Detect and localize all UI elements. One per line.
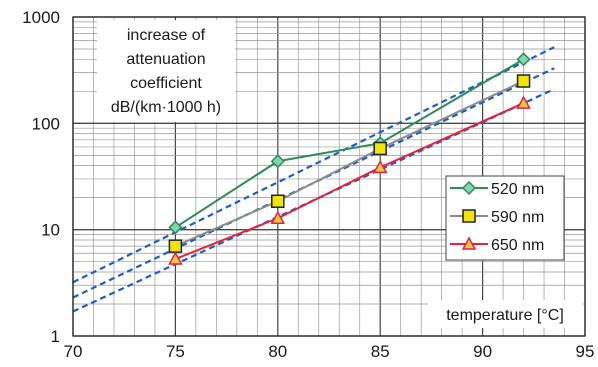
plot-frame bbox=[72, 16, 586, 337]
series-line bbox=[175, 102, 524, 260]
fit-line bbox=[72, 67, 555, 299]
x-tick-label: 95 bbox=[576, 342, 595, 361]
annotation-line: coefficient bbox=[130, 75, 202, 92]
y-tick-label: 1 bbox=[51, 327, 60, 346]
data-point bbox=[270, 210, 286, 225]
x-tick-label: 85 bbox=[371, 342, 390, 361]
legend-label: 650 nm bbox=[491, 237, 544, 254]
tick-labels: 70 75 80 85 90 95 1 10 100 1000 bbox=[22, 8, 594, 361]
legend-label: 590 nm bbox=[491, 209, 544, 226]
data-point bbox=[168, 251, 183, 265]
annotation-box bbox=[97, 20, 235, 122]
x-tick-label: 80 bbox=[268, 342, 287, 361]
legend-label: 520 nm bbox=[491, 181, 544, 198]
data-point bbox=[516, 95, 531, 109]
annotation-line: increase of bbox=[127, 27, 206, 44]
legend: 520 nm 590 nm 650 nm bbox=[450, 180, 544, 254]
data-point bbox=[271, 194, 285, 209]
x-tick-label: 70 bbox=[64, 342, 83, 361]
data-point bbox=[270, 154, 285, 169]
xlabel-box bbox=[428, 300, 583, 328]
annotation-line: attenuation bbox=[126, 51, 205, 68]
data-point bbox=[516, 52, 531, 67]
x-axis-label: temperature [°C] bbox=[446, 307, 564, 324]
x-tick-label: 90 bbox=[473, 342, 492, 361]
data-point bbox=[168, 239, 183, 253]
y-tick-label: 100 bbox=[32, 114, 60, 133]
legend-marker bbox=[461, 236, 477, 250]
series-line bbox=[174, 58, 525, 229]
y-tick-label: 10 bbox=[41, 221, 60, 240]
annotation-text: increase of attenuation coefficient dB/(km·… bbox=[111, 27, 221, 116]
data-series bbox=[168, 52, 531, 265]
annotation-line: dB/(km·1000 h) bbox=[111, 99, 221, 116]
data-point bbox=[516, 74, 531, 88]
data-point bbox=[372, 159, 388, 174]
legend-marker bbox=[461, 180, 477, 196]
x-tick-label: 75 bbox=[166, 342, 185, 361]
data-point bbox=[373, 141, 387, 156]
y-tick-label: 1000 bbox=[22, 8, 60, 27]
series-line bbox=[174, 80, 524, 248]
legend-marker bbox=[462, 209, 476, 223]
data-point bbox=[168, 220, 183, 235]
